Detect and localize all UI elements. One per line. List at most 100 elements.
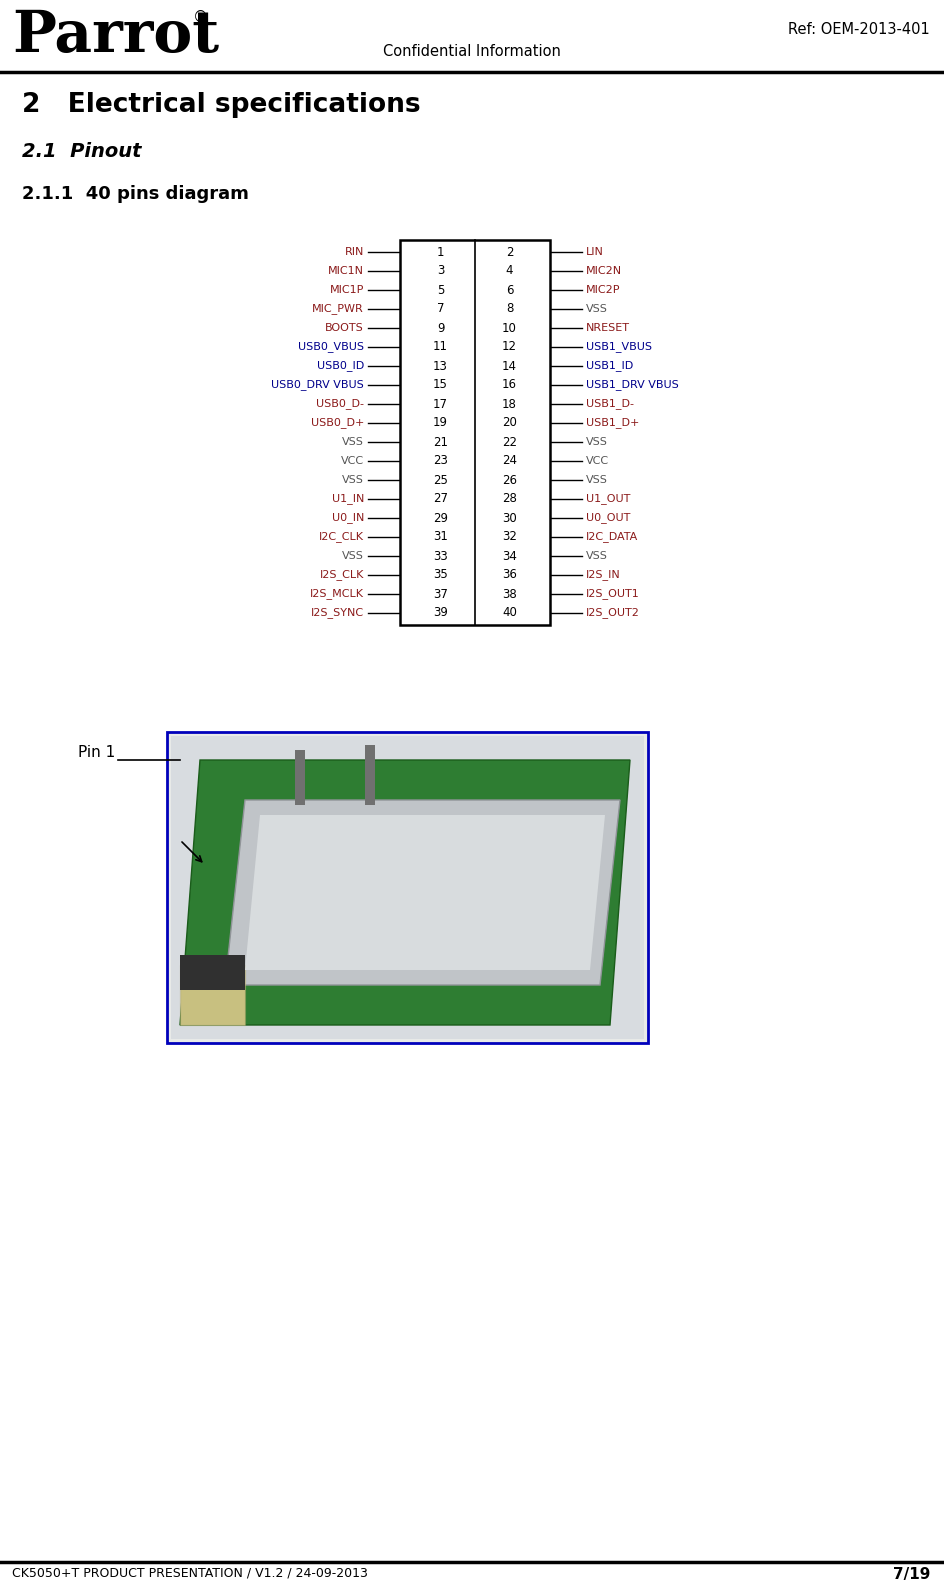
- Text: 11: 11: [432, 340, 447, 353]
- Text: BOOTS: BOOTS: [325, 323, 363, 333]
- Text: 32: 32: [501, 530, 516, 544]
- Text: 33: 33: [432, 549, 447, 563]
- Polygon shape: [179, 760, 630, 1025]
- Bar: [295, 749, 305, 805]
- Text: 39: 39: [432, 606, 447, 619]
- Text: VCC: VCC: [341, 457, 363, 466]
- Text: MIC1P: MIC1P: [329, 285, 363, 294]
- Text: MIC1N: MIC1N: [328, 266, 363, 275]
- Text: I2S_MCLK: I2S_MCLK: [310, 589, 363, 600]
- Text: VSS: VSS: [342, 476, 363, 485]
- Text: VSS: VSS: [342, 550, 363, 562]
- Bar: [165, 730, 649, 1045]
- Text: I2S_OUT1: I2S_OUT1: [585, 589, 639, 600]
- Text: MIC2N: MIC2N: [585, 266, 621, 275]
- Text: 8: 8: [505, 302, 513, 315]
- Text: VSS: VSS: [585, 550, 607, 562]
- Text: 12: 12: [501, 340, 516, 353]
- Text: USB0_VBUS: USB0_VBUS: [297, 342, 363, 353]
- Text: 31: 31: [432, 530, 447, 544]
- Text: 10: 10: [501, 321, 516, 334]
- Text: 3: 3: [436, 264, 444, 277]
- Text: MIC_PWR: MIC_PWR: [312, 304, 363, 315]
- Text: 9: 9: [436, 321, 444, 334]
- Text: I2C_DATA: I2C_DATA: [585, 531, 637, 543]
- Text: 15: 15: [432, 379, 447, 391]
- Text: I2S_IN: I2S_IN: [585, 570, 620, 581]
- Text: USB1_D-: USB1_D-: [585, 399, 633, 409]
- Text: RIN: RIN: [345, 247, 363, 258]
- Text: 16: 16: [501, 379, 516, 391]
- Text: USB0_D+: USB0_D+: [311, 417, 363, 428]
- Text: VSS: VSS: [585, 476, 607, 485]
- Text: 2: 2: [505, 245, 513, 258]
- Text: I2S_OUT2: I2S_OUT2: [585, 608, 639, 619]
- Text: 4: 4: [505, 264, 513, 277]
- Text: 7: 7: [436, 302, 444, 315]
- Text: Pin 1: Pin 1: [78, 745, 115, 760]
- Text: 40: 40: [501, 606, 516, 619]
- Text: 26: 26: [501, 474, 516, 487]
- Text: 22: 22: [501, 436, 516, 449]
- Text: 36: 36: [501, 568, 516, 581]
- Text: U1_OUT: U1_OUT: [585, 493, 630, 504]
- Text: USB1_DRV VBUS: USB1_DRV VBUS: [585, 380, 678, 390]
- Text: U1_IN: U1_IN: [331, 493, 363, 504]
- Text: USB1_D+: USB1_D+: [585, 417, 639, 428]
- Text: 1: 1: [436, 245, 444, 258]
- Text: USB0_ID: USB0_ID: [316, 361, 363, 371]
- Text: Parrot: Parrot: [12, 8, 219, 64]
- Text: 6: 6: [505, 283, 513, 296]
- Text: I2S_CLK: I2S_CLK: [319, 570, 363, 581]
- Text: U0_OUT: U0_OUT: [585, 512, 630, 523]
- Text: 28: 28: [501, 493, 516, 506]
- Bar: [167, 732, 648, 1044]
- Text: NRESET: NRESET: [585, 323, 630, 333]
- Text: 23: 23: [432, 455, 447, 468]
- Text: 5: 5: [436, 283, 444, 296]
- Text: 13: 13: [432, 360, 447, 372]
- Text: 18: 18: [501, 398, 516, 410]
- Text: 37: 37: [432, 587, 447, 600]
- Text: CK5050+T PRODUCT PRESENTATION / V1.2 / 24-09-2013: CK5050+T PRODUCT PRESENTATION / V1.2 / 2…: [12, 1567, 367, 1580]
- Bar: [171, 737, 643, 1039]
- Text: 34: 34: [501, 549, 516, 563]
- Text: Ref: OEM-2013-401: Ref: OEM-2013-401: [787, 22, 929, 37]
- Text: I2C_CLK: I2C_CLK: [319, 531, 363, 543]
- Polygon shape: [179, 966, 244, 1025]
- Bar: [364, 745, 375, 805]
- Bar: [179, 955, 244, 990]
- Text: USB1_VBUS: USB1_VBUS: [585, 342, 651, 353]
- Text: U0_IN: U0_IN: [331, 512, 363, 523]
- Text: VCC: VCC: [585, 457, 609, 466]
- Text: MIC2P: MIC2P: [585, 285, 620, 294]
- Text: 20: 20: [501, 417, 516, 430]
- Text: 14: 14: [501, 360, 516, 372]
- Text: 30: 30: [501, 511, 516, 525]
- Text: 19: 19: [432, 417, 447, 430]
- Text: 24: 24: [501, 455, 516, 468]
- Text: ®: ®: [193, 10, 208, 25]
- Text: 21: 21: [432, 436, 447, 449]
- Text: VSS: VSS: [585, 304, 607, 313]
- Text: 27: 27: [432, 493, 447, 506]
- Text: LIN: LIN: [585, 247, 603, 258]
- Text: 25: 25: [432, 474, 447, 487]
- Text: 35: 35: [432, 568, 447, 581]
- Text: 2.1.1  40 pins diagram: 2.1.1 40 pins diagram: [22, 185, 248, 204]
- Text: 2   Electrical specifications: 2 Electrical specifications: [22, 92, 420, 118]
- Text: 2.1  Pinout: 2.1 Pinout: [22, 142, 142, 161]
- Text: I2S_SYNC: I2S_SYNC: [311, 608, 363, 619]
- Bar: [399, 240, 549, 625]
- Text: Confidential Information: Confidential Information: [382, 45, 561, 59]
- Text: USB1_ID: USB1_ID: [585, 361, 632, 371]
- Text: VSS: VSS: [342, 438, 363, 447]
- Text: VSS: VSS: [585, 438, 607, 447]
- Text: USB0_DRV VBUS: USB0_DRV VBUS: [271, 380, 363, 390]
- Text: USB0_D-: USB0_D-: [315, 399, 363, 409]
- Text: 29: 29: [432, 511, 447, 525]
- Polygon shape: [244, 815, 604, 971]
- Text: 7/19: 7/19: [892, 1567, 929, 1581]
- Text: 17: 17: [432, 398, 447, 410]
- Text: 38: 38: [501, 587, 516, 600]
